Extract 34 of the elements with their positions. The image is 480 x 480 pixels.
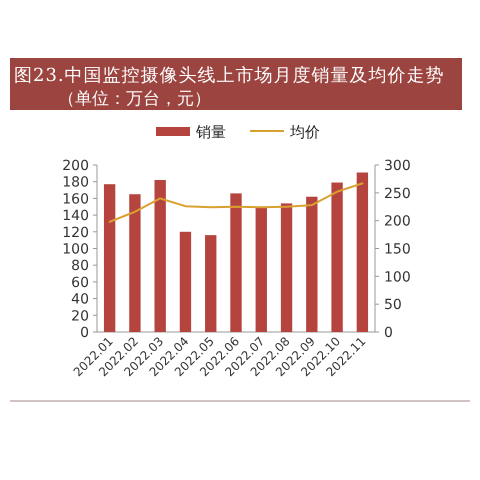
bar [331, 182, 343, 332]
y-tick-label: 180 [62, 174, 89, 191]
y2-tick-label: 200 [384, 214, 411, 230]
bar [205, 235, 216, 332]
y-tick-label: 20 [71, 308, 89, 324]
y-tick-label: 120 [62, 224, 89, 241]
y-tick-label: 200 [62, 158, 89, 174]
y2-tick-label: 250 [384, 186, 411, 202]
y-tick-label: 160 [62, 191, 89, 208]
bar [104, 184, 116, 332]
y2-tick-label: 300 [384, 158, 411, 174]
bar [356, 172, 368, 332]
y2-tick-label: 150 [384, 242, 411, 258]
y2-tick-label: 100 [384, 269, 411, 286]
y-tick-label: 40 [71, 292, 89, 308]
bar [180, 232, 192, 332]
bar [154, 180, 166, 332]
bar [280, 203, 292, 332]
bar [256, 206, 267, 332]
bar [230, 193, 242, 332]
bar [306, 196, 318, 332]
y-tick-label: 0 [80, 325, 89, 341]
legend-label: 均价 [289, 123, 320, 141]
chart-title: 图23.中国监控摄像头线上市场月度销量及均价走势 [14, 65, 445, 86]
line-series [108, 182, 364, 223]
y-tick-label: 140 [62, 208, 89, 224]
bar [129, 194, 141, 332]
chart-subtitle: （单位：万台，元） [58, 89, 211, 109]
y-tick-label: 100 [62, 242, 89, 258]
y2-tick-label: 0 [384, 325, 393, 341]
y2-tick-label: 50 [384, 297, 402, 314]
y-tick-label: 80 [71, 258, 89, 274]
legend-label: 销量 [195, 123, 226, 141]
y-tick-label: 60 [71, 274, 89, 291]
